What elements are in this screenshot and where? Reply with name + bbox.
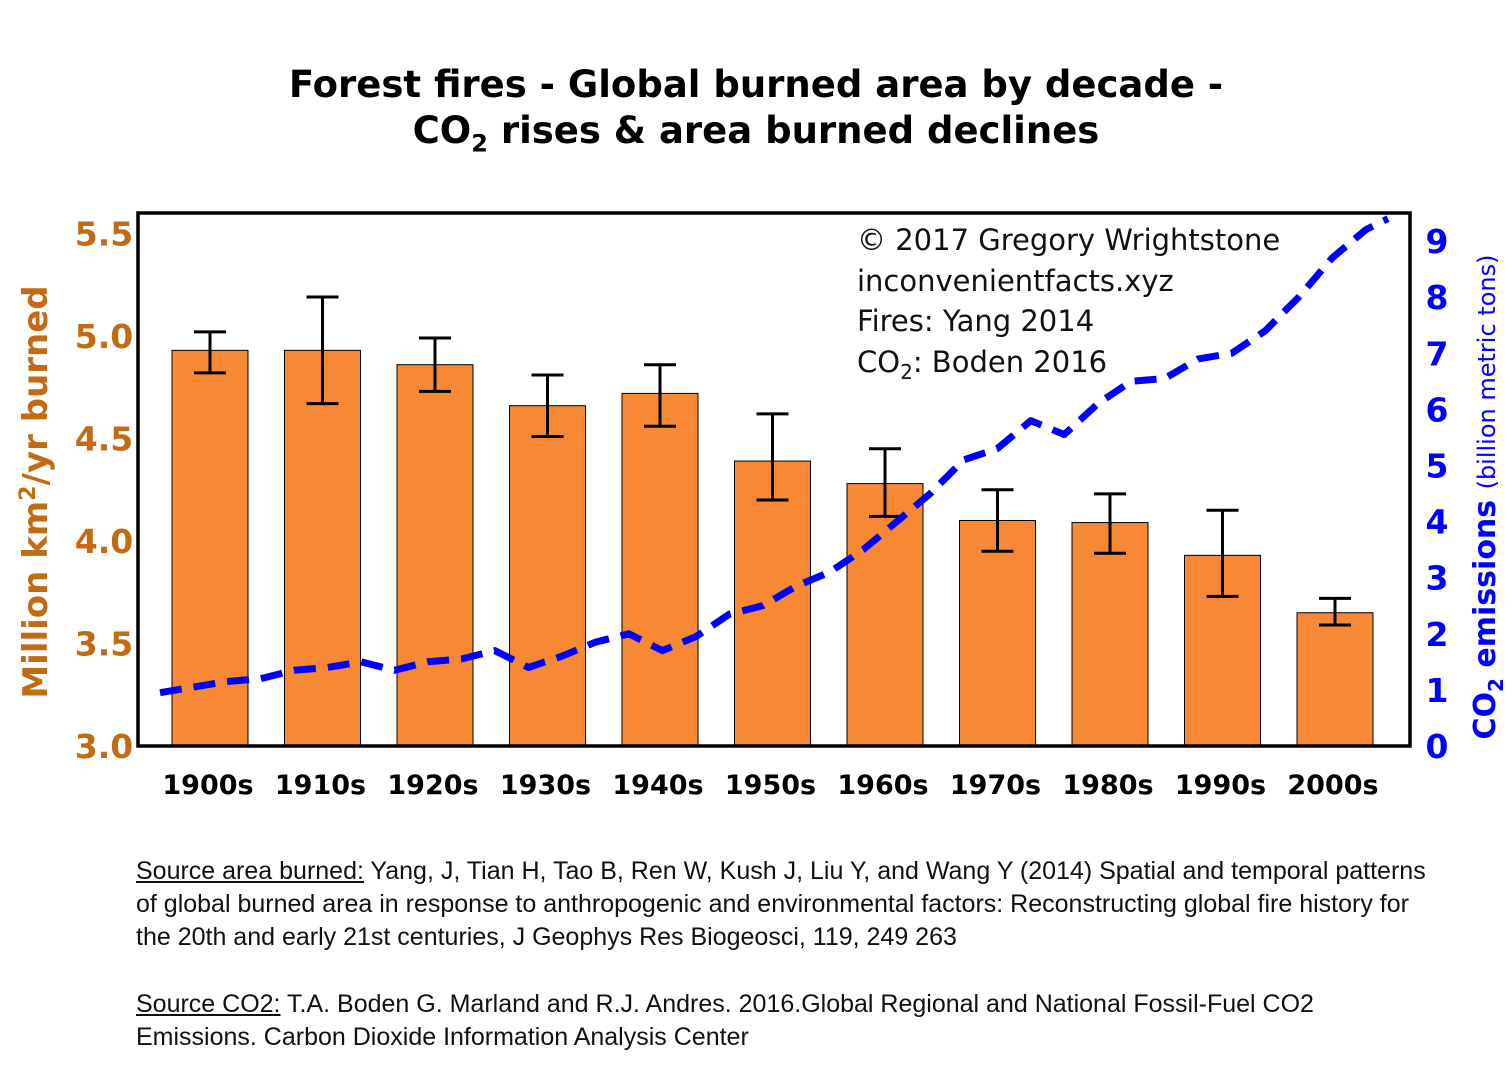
bar-1920s xyxy=(396,364,474,747)
bar-2000s xyxy=(1296,612,1374,747)
source-co2: Source CO2: T.A. Boden G. Marland and R.… xyxy=(136,988,1426,1054)
x-label-1990s: 1990s xyxy=(1175,770,1266,801)
y-right-tick-6: 6 xyxy=(1426,390,1449,429)
y-left-tick-3.5: 3.5 xyxy=(75,625,133,664)
source-area-text: Yang, J, Tian H, Tao B, Ren W, Kush J, L… xyxy=(136,857,1426,951)
x-label-1900s: 1900s xyxy=(162,770,253,801)
plot-frame xyxy=(136,211,1412,748)
annotation-fires-source: Fires: Yang 2014 xyxy=(857,304,1094,338)
y-left-tick-5.5: 5.5 xyxy=(75,215,133,254)
y-right-tick-4: 4 xyxy=(1426,503,1449,542)
annotation-co2-rest: : Boden 2016 xyxy=(913,345,1107,379)
bar-1930s xyxy=(509,405,586,747)
y-right-tick-3: 3 xyxy=(1426,559,1449,598)
x-label-1910s: 1910s xyxy=(275,770,366,801)
y-left-title-superscript: 2 xyxy=(16,485,41,500)
y-left-tick-3.0: 3.0 xyxy=(75,727,133,766)
bar-1940s xyxy=(621,392,699,747)
y-left-tick-4.0: 4.0 xyxy=(75,522,133,561)
x-label-1920s: 1920s xyxy=(387,770,478,801)
x-label-1980s: 1980s xyxy=(1062,770,1153,801)
x-label-1970s: 1970s xyxy=(950,770,1041,801)
right-axis-ticks: 0 1 2 3 4 5 6 7 8 9 xyxy=(1426,222,1449,766)
y-left-axis-title: Million km2/yr burned xyxy=(16,285,56,698)
co2-emissions-line xyxy=(159,215,1390,697)
y-right-title-main: emissions xyxy=(1468,489,1503,678)
chart-area: 3.0 3.5 4.0 4.5 5.0 5.5 0 1 2 3 4 5 6 7 8 9 1900s 1910s… xyxy=(16,211,1508,801)
bar-1950s xyxy=(734,460,811,747)
y-right-axis-title: CO2 emissions (billion metric tons) xyxy=(1468,255,1508,740)
annotation-co: CO xyxy=(857,345,900,379)
error-bars xyxy=(194,295,1351,627)
title-co2-subscript: 2 xyxy=(471,129,488,158)
x-label-1950s: 1950s xyxy=(725,770,816,801)
x-label-2000s: 2000s xyxy=(1287,770,1378,801)
y-right-tick-8: 8 xyxy=(1426,278,1449,317)
y-left-tick-4.5: 4.5 xyxy=(75,420,133,459)
bar-1960s xyxy=(846,483,924,747)
annotation-copyright: © 2017 Gregory Wrightstone xyxy=(857,223,1280,257)
bar-1910s xyxy=(284,349,361,747)
annotation-box: © 2017 Gregory Wrightstone inconvenientf… xyxy=(857,223,1280,384)
source-area-label: Source area burned: xyxy=(136,857,364,885)
bar-1980s xyxy=(1071,522,1149,747)
annotation-co2-subscript: 2 xyxy=(900,360,913,384)
left-axis-ticks: 3.0 3.5 4.0 4.5 5.0 5.5 xyxy=(75,215,133,767)
chart-title-line1: Forest fires - Global burned area by dec… xyxy=(288,63,1224,106)
y-right-tick-5: 5 xyxy=(1426,446,1449,485)
source-co2-label: Source CO2: xyxy=(136,990,281,1018)
y-right-tick-2: 2 xyxy=(1426,615,1449,654)
x-label-1940s: 1940s xyxy=(612,770,703,801)
x-label-1960s: 1960s xyxy=(837,770,928,801)
x-label-1930s: 1930s xyxy=(500,770,591,801)
y-right-tick-9: 9 xyxy=(1426,222,1449,261)
y-right-tick-7: 7 xyxy=(1426,334,1449,373)
y-right-title-co: CO xyxy=(1468,692,1503,740)
x-axis-labels: 1900s 1910s 1920s 1930s 1940s 1950s 1960s 1970s… xyxy=(162,770,1378,801)
y-right-title-subscript: 2 xyxy=(1484,678,1508,692)
source-area-burned: Source area burned: Yang, J, Tian H, Tao… xyxy=(136,855,1426,954)
bar-1970s xyxy=(959,520,1036,747)
annotation-website: inconvenientfacts.xyz xyxy=(857,264,1174,298)
y-left-title-main: Million km xyxy=(16,501,56,699)
y-right-title-unit: (billion metric tons) xyxy=(1473,255,1501,490)
annotation-co2-source: CO2: Boden 2016 xyxy=(857,345,1107,384)
title-co: CO xyxy=(412,109,472,152)
title-rest: rises & area burned declines xyxy=(487,109,1100,152)
y-left-tick-5.0: 5.0 xyxy=(75,317,133,356)
y-right-tick-0: 0 xyxy=(1426,727,1449,766)
source-co2-text: T.A. Boden G. Marland and R.J. Andres. 2… xyxy=(136,990,1314,1051)
y-right-tick-1: 1 xyxy=(1426,671,1449,710)
bar-series xyxy=(171,349,1374,747)
chart-title-line2: CO2 rises & area burned declines xyxy=(0,108,1512,166)
y-left-title-unit: /yr burned xyxy=(16,285,56,485)
